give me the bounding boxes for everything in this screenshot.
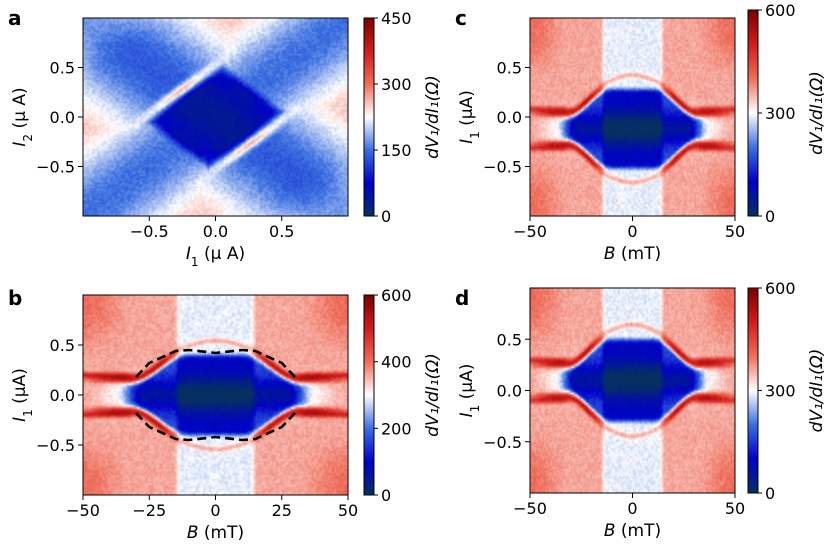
colorbar-c: 0 300 600 dV₁/dI₁(Ω): [747, 1, 827, 226]
colorbar-label: dV₁/dI₁(Ω): [807, 349, 827, 433]
axes-a: −0.5 0.0 0.5 −0.5 0.0 0.5 I1 (μ A) I2 (μ A): [10, 17, 349, 269]
colorbar-tick-label: 300: [765, 382, 796, 401]
heatmap-image-a: [83, 18, 348, 216]
heatmap-image-b: [83, 295, 348, 495]
y-axis-label: I2 (μ A): [10, 87, 35, 146]
x-tick-label: 0: [210, 501, 220, 520]
dashed-contour-upper: [135, 348, 296, 378]
colorbar-tick-label: 300: [765, 104, 796, 123]
x-tick-label: 50: [725, 222, 745, 241]
heatmap-image-c: [530, 18, 735, 216]
y-tick-label: 0.5: [50, 59, 75, 78]
x-tick-label: 50: [338, 501, 358, 520]
colorbar-label: dV₁/dI₁(Ω): [423, 75, 443, 159]
y-tick-label: −0.5: [36, 436, 75, 455]
colorbar-tick-label: 0: [381, 207, 391, 226]
colorbar-label: dV₁/dI₁(Ω): [423, 353, 443, 437]
x-axis-label: I1 (μ A): [186, 244, 245, 269]
colorbar-tick-label: 0: [381, 486, 391, 505]
x-tick-label: 0: [627, 499, 637, 518]
colorbar-tick-label: 150: [381, 141, 412, 160]
panel-label-b: b: [8, 286, 22, 310]
x-tick-label: 0.0: [203, 222, 228, 241]
x-tick-label: −50: [513, 499, 547, 518]
colorbar-gradient: [747, 287, 759, 494]
colorbar-a: 0 150 300 450 dV₁/dI₁(Ω): [363, 9, 443, 226]
y-tick-label: −0.5: [483, 158, 522, 177]
y-tick-label: 0.0: [497, 382, 522, 401]
x-tick-label: 0.5: [269, 222, 294, 241]
panel-label-a: a: [8, 6, 22, 30]
y-tick-label: −0.5: [483, 433, 522, 452]
y-axis-label: I1 (μA): [10, 368, 35, 422]
colorbar-tick-label: 400: [381, 353, 412, 372]
colorbar-tick-label: 300: [381, 75, 412, 94]
colorbar-gradient: [747, 9, 759, 217]
heatmap-image-d: [530, 288, 735, 493]
colorbar-d: 0 300 600 dV₁/dI₁(Ω): [747, 279, 827, 503]
colorbar-b: 0 200 400 600 dV₁/dI₁(Ω): [363, 286, 443, 505]
y-tick-label: 0.0: [497, 108, 522, 127]
colorbar-tick-label: 600: [765, 279, 796, 298]
colorbar-label: dV₁/dI₁(Ω): [807, 71, 827, 155]
y-tick-label: 0.5: [497, 59, 522, 78]
y-axis-label: I1 (μA): [457, 364, 482, 418]
y-tick-label: 0.0: [50, 108, 75, 127]
x-axis-label: B (mT): [604, 244, 661, 264]
x-tick-label: −50: [513, 222, 547, 241]
colorbar-tick-label: 600: [765, 1, 796, 20]
colorbar-tick-label: 0: [765, 484, 775, 503]
y-tick-label: −0.5: [36, 158, 75, 177]
y-tick-label: 0.0: [50, 386, 75, 405]
x-tick-label: −25: [132, 501, 166, 520]
colorbar-tick-label: 0: [765, 207, 775, 226]
colorbar-tick-label: 450: [381, 9, 412, 28]
x-tick-label: 50: [725, 499, 745, 518]
dashed-contour-lower: [135, 412, 296, 442]
panel-label-d: d: [455, 286, 469, 310]
x-tick-label: −0.5: [130, 222, 169, 241]
y-axis-label: I1 (μA): [457, 90, 482, 144]
y-tick-label: 0.5: [50, 336, 75, 355]
colorbar-tick-label: 200: [381, 419, 412, 438]
axes-c: −50 0 50 −0.5 0.0 0.5 B (mT) I1 (μA): [457, 17, 745, 264]
panel-label-c: c: [455, 6, 467, 30]
colorbar-gradient: [363, 294, 375, 496]
x-axis-label: B (mT): [604, 521, 661, 541]
axes-d: −50 0 50 −0.5 0.0 0.5 B (mT) I1 (μA): [457, 287, 745, 541]
x-axis-label: B (mT): [187, 523, 244, 543]
colorbar-gradient: [363, 17, 375, 217]
y-tick-label: 0.5: [497, 330, 522, 349]
axes-b: −50 −25 0 25 50 −0.5 0.0 0.5 B (mT) I1 (μA): [10, 294, 358, 543]
x-tick-label: 0: [627, 222, 637, 241]
x-tick-label: −50: [66, 501, 100, 520]
x-tick-label: 25: [272, 501, 292, 520]
colorbar-tick-label: 600: [381, 286, 412, 305]
